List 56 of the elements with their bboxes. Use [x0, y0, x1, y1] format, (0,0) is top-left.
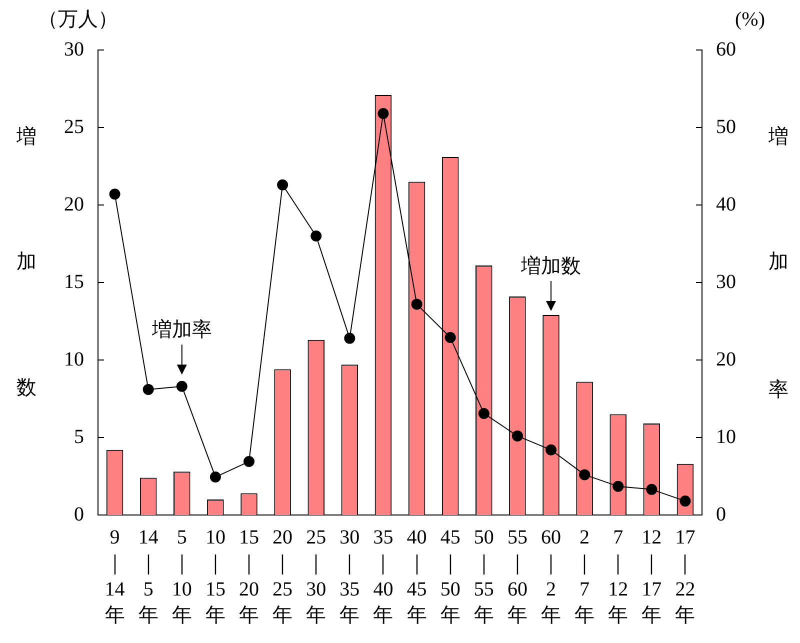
y2-tick-label: 40: [716, 193, 736, 216]
y2-tick-label: 30: [716, 270, 736, 293]
y-tick-label: 25: [64, 116, 84, 138]
point: [109, 188, 120, 200]
x-tick-label: 17 ｜ 22 年: [675, 526, 696, 626]
point: [680, 496, 691, 507]
point: [176, 380, 188, 392]
x-tick-label: 9 ｜ 14 年: [104, 526, 125, 626]
point: [444, 332, 456, 344]
y-axis-title: 増加数: [14, 108, 38, 489]
y2-tick-label: 10: [716, 426, 736, 448]
point: [646, 484, 658, 495]
y2-tick-label: 50: [716, 116, 736, 138]
x-tick-label: 35 ｜ 40 年: [373, 526, 394, 626]
x-tick-label: 50 ｜ 55 年: [474, 526, 494, 626]
x-tick-label: 10 ｜ 15 年: [205, 526, 226, 626]
x-tick-label: 30 ｜ 35 年: [340, 526, 360, 626]
x-tick-label: 25 ｜ 30 年: [306, 526, 326, 626]
point: [512, 430, 523, 442]
x-tick-label: 7 ｜ 12 年: [608, 526, 628, 626]
y-tick-label: 0: [74, 503, 84, 526]
x-tick-label: 45 ｜ 50 年: [440, 526, 460, 626]
y2-axis-title: 増加率: [766, 108, 790, 489]
x-tick-label: 40 ｜ 45 年: [406, 526, 427, 626]
text: (%): [735, 8, 765, 30]
annotation: 増加数: [520, 254, 581, 278]
point: [277, 179, 288, 190]
x-tick-label: 14 ｜ 5 年: [138, 526, 158, 626]
y2-tick-label: 20: [716, 348, 736, 370]
x-tick-label: 2 ｜ 7 年: [574, 526, 595, 626]
y-tick-label: 30: [64, 38, 84, 60]
point: [478, 408, 490, 419]
x-tick-label: 15 ｜ 20 年: [239, 526, 259, 626]
point: [378, 108, 389, 120]
point: [411, 298, 422, 310]
point: [142, 384, 154, 395]
x-tick-label: 60 ｜ 2 年: [541, 526, 561, 626]
y2-tick-label: 0: [716, 503, 726, 526]
y-tick-label: 10: [64, 348, 84, 370]
x-tick-label: 20 ｜ 25 年: [272, 526, 293, 626]
annotation: 増加率: [150, 318, 212, 341]
point: [579, 469, 590, 480]
y-tick-label: 15: [64, 270, 84, 293]
point: [244, 456, 254, 468]
point: [612, 480, 624, 492]
x-tick-label: 5 ｜ 10 年: [172, 526, 192, 626]
x-tick-label: 12 ｜ 17 年: [642, 526, 662, 626]
y-tick-label: 20: [64, 193, 84, 216]
point: [546, 444, 556, 456]
x-tick-label: 55 ｜ 60 年: [507, 526, 528, 626]
point: [310, 230, 322, 242]
y-tick-label: 5: [74, 426, 84, 448]
text: （万人）: [38, 8, 118, 30]
point: [344, 332, 356, 344]
y2-tick-label: 60: [716, 38, 736, 60]
point: [210, 472, 221, 483]
